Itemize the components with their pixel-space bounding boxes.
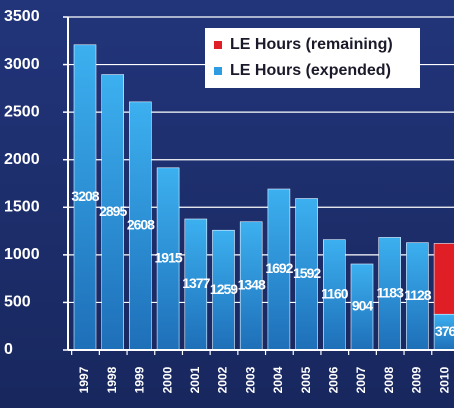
x-tick-label: 1997 — [77, 366, 91, 393]
x-tick-label: 2007 — [354, 366, 368, 393]
data-label: 1592 — [293, 265, 321, 281]
bar — [433, 243, 454, 315]
data-label: 3208 — [71, 188, 99, 204]
y-tick-label: 3500 — [4, 8, 40, 25]
x-tick-label: 2009 — [410, 366, 424, 393]
legend-label: LE Hours (remaining) — [230, 36, 393, 53]
x-tick-label: 2004 — [271, 366, 285, 393]
data-label: 1160 — [321, 286, 349, 302]
data-label: 1128 — [404, 287, 432, 303]
y-tick-label: 0 — [4, 341, 13, 358]
data-label: 376 — [435, 323, 454, 339]
y-tick-label: 1500 — [4, 199, 40, 216]
x-tick-label: 2002 — [216, 366, 230, 393]
legend-box — [205, 28, 420, 88]
y-tick-label: 3000 — [4, 56, 40, 73]
legend: LE Hours (remaining) LE Hours (expended) — [205, 28, 420, 88]
data-label: 1915 — [155, 250, 183, 266]
x-tick-label: 2008 — [382, 366, 396, 393]
data-label: 1259 — [210, 281, 238, 297]
x-tick-label: 2010 — [437, 366, 451, 393]
data-label: 1183 — [377, 284, 405, 300]
data-label: 904 — [352, 298, 374, 314]
data-label: 2608 — [127, 217, 155, 233]
legend-swatch — [214, 41, 222, 49]
x-tick-label: 1998 — [105, 366, 119, 393]
data-label: 1692 — [265, 260, 293, 276]
x-tick-label: 2006 — [326, 366, 340, 393]
x-tick-label: 2000 — [160, 366, 174, 393]
data-label: 1348 — [238, 277, 266, 293]
data-label: 2895 — [99, 203, 127, 219]
y-tick-label: 2000 — [4, 151, 40, 168]
x-tick-label: 1999 — [133, 366, 147, 393]
x-tick-label: 2003 — [243, 366, 257, 393]
y-tick-label: 2500 — [4, 103, 40, 120]
y-tick-label: 1000 — [4, 246, 40, 263]
legend-swatch — [214, 67, 222, 75]
x-tick-label: 2001 — [188, 366, 202, 393]
data-label: 1377 — [182, 275, 210, 291]
x-tick-label: 2005 — [299, 366, 313, 393]
legend-label: LE Hours (expended) — [230, 62, 391, 79]
y-tick-label: 500 — [4, 294, 31, 311]
